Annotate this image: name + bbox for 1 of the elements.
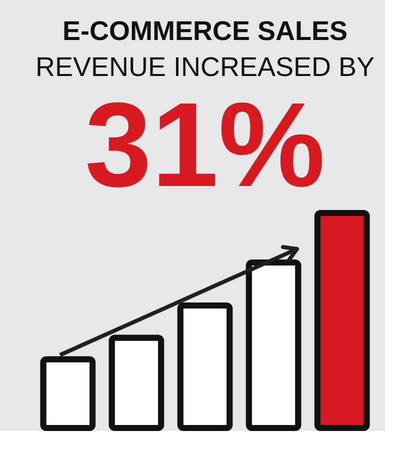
chart-title: E-COMMERCE SALES <box>62 16 348 46</box>
